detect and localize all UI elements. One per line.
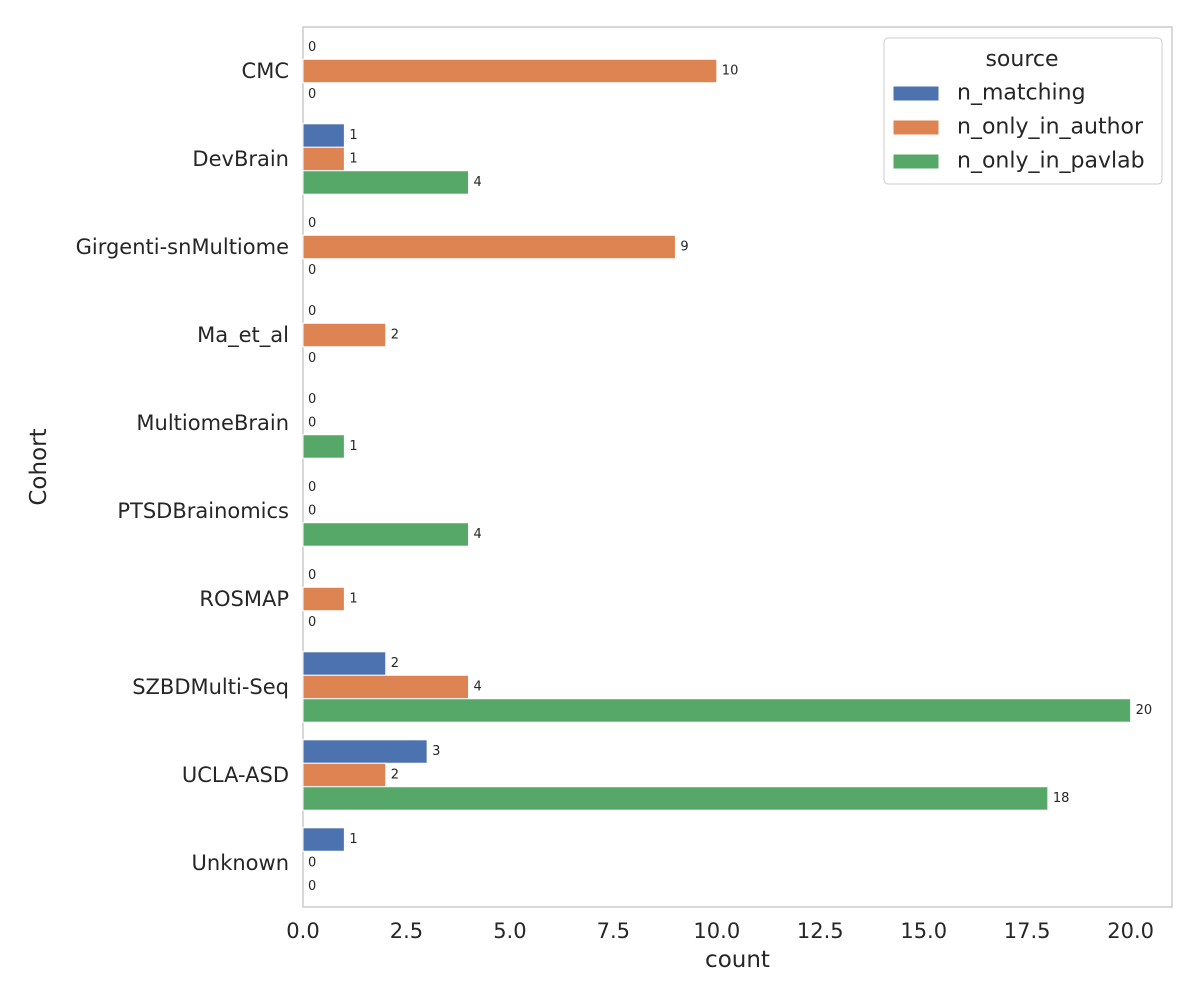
legend-swatch-n-only-in-pavlab: [892, 153, 940, 170]
x-tick-label: 20.0: [1107, 919, 1154, 943]
y-tick-label: Ma_et_al: [197, 323, 289, 348]
x-tick-label: 7.5: [597, 919, 630, 943]
data-label-cmc-n-matching: 0: [308, 40, 316, 55]
data-label-unknown-n-matching: 1: [349, 832, 357, 847]
bar-ma-et-al-n-only-in-author: [302, 322, 387, 348]
legend-label-n-matching: n_matching: [957, 81, 1086, 106]
x-tick-label: 2.5: [390, 919, 423, 943]
data-label-ptsdbrainomics-n-only-in-pavlab: 4: [474, 527, 482, 542]
legend: source n_matching n_only_in_author n_only_…: [883, 37, 1163, 185]
data-label-ma-et-al-n-only-in-pavlab: 0: [308, 351, 316, 366]
data-label-cmc-n-only-in-author: 10: [722, 64, 739, 79]
bar-szbdmulti-seq-n-matching: [302, 651, 387, 676]
y-tick-label: CMC: [242, 59, 289, 83]
y-tick-label: DevBrain: [192, 147, 289, 171]
data-label-multiomebrain-n-only-in-author: 0: [308, 416, 316, 431]
plot-frame: [302, 26, 1173, 908]
bars-group: [302, 58, 1132, 852]
data-label-rosmap-n-matching: 0: [308, 568, 316, 583]
bar-girgenti-snmultiome-n-only-in-author: [302, 234, 676, 260]
x-tick-label: 15.0: [900, 919, 947, 943]
bar-unknown-n-matching: [302, 827, 345, 852]
data-label-ma-et-al-n-only-in-author: 2: [391, 328, 399, 343]
data-label-devbrain-n-only-in-pavlab: 4: [474, 175, 482, 190]
x-axis-title: count: [705, 947, 770, 973]
data-label-ptsdbrainomics-n-matching: 0: [308, 480, 316, 495]
bar-ucla-asd-n-matching: [302, 739, 428, 764]
data-label-multiomebrain-n-only-in-pavlab: 1: [349, 439, 357, 454]
data-label-devbrain-n-matching: 1: [349, 128, 357, 143]
legend-title: source: [985, 47, 1058, 72]
x-tick-labels: 0.0 2.5 5.0 7.5 10.0 12.5 15.0 17.5 20.0: [286, 919, 1154, 943]
data-label-girgenti-snmultiome-n-matching: 0: [308, 216, 316, 231]
y-tick-label: Girgenti-snMultiome: [76, 235, 289, 259]
data-label-ucla-asd-n-only-in-pavlab: 18: [1053, 791, 1070, 806]
data-label-unknown-n-only-in-author: 0: [308, 856, 316, 871]
bar-ptsdbrainomics-n-only-in-pavlab: [302, 522, 470, 547]
bar-devbrain-n-only-in-pavlab: [302, 170, 470, 195]
x-tick-label: 12.5: [797, 919, 844, 943]
y-tick-label: UCLA-ASD: [182, 763, 289, 787]
legend-label-n-only-in-author: n_only_in_author: [957, 115, 1144, 140]
bar-cmc-n-only-in-author: [302, 58, 718, 84]
data-label-multiomebrain-n-matching: 0: [308, 392, 316, 407]
x-tick-label: 10.0: [693, 919, 740, 943]
legend-box: [883, 37, 1163, 185]
y-tick-label: Unknown: [192, 851, 289, 875]
y-tick-label: ROSMAP: [199, 587, 289, 611]
y-axis-title: Cohort: [26, 428, 52, 505]
bar-devbrain-n-only-in-author: [302, 146, 345, 172]
data-label-devbrain-n-only-in-author: 1: [349, 152, 357, 167]
data-label-girgenti-snmultiome-n-only-in-pavlab: 0: [308, 263, 316, 278]
bar-rosmap-n-only-in-author: [302, 586, 345, 612]
data-label-ucla-asd-n-matching: 3: [432, 744, 440, 759]
y-tick-labels: CMC DevBrain Girgenti-snMultiome Ma_et_al Mu…: [76, 59, 289, 875]
y-tick-label: PTSDBrainomics: [117, 499, 289, 523]
data-label-szbdmulti-seq-n-only-in-pavlab: 20: [1136, 703, 1153, 718]
bar-ucla-asd-n-only-in-pavlab: [302, 786, 1049, 811]
data-label-szbdmulti-seq-n-only-in-author: 4: [474, 680, 482, 695]
bar-szbdmulti-seq-n-only-in-pavlab: [302, 698, 1132, 723]
legend-entries: n_matching n_only_in_author n_only_in_pavl…: [892, 81, 1145, 174]
legend-label-n-only-in-pavlab: n_only_in_pavlab: [957, 149, 1145, 174]
x-tick-label: 5.0: [493, 919, 526, 943]
legend-swatch-n-only-in-author: [892, 119, 940, 136]
legend-swatch-n-matching: [892, 85, 940, 102]
data-label-ptsdbrainomics-n-only-in-author: 0: [308, 504, 316, 519]
data-label-girgenti-snmultiome-n-only-in-author: 9: [680, 240, 688, 255]
data-label-rosmap-n-only-in-author: 1: [349, 592, 357, 607]
y-tick-label: MultiomeBrain: [136, 411, 289, 435]
data-label-szbdmulti-seq-n-matching: 2: [391, 656, 399, 671]
bar-devbrain-n-matching: [302, 123, 345, 148]
y-tick-label: SZBDMulti-Seq: [132, 675, 289, 699]
data-label-ma-et-al-n-matching: 0: [308, 304, 316, 319]
data-label-ucla-asd-n-only-in-author: 2: [391, 768, 399, 783]
x-tick-label: 0.0: [286, 919, 319, 943]
x-tick-label: 17.5: [1004, 919, 1051, 943]
bar-ucla-asd-n-only-in-author: [302, 762, 387, 788]
data-label-cmc-n-only-in-pavlab: 0: [308, 87, 316, 102]
bar-szbdmulti-seq-n-only-in-author: [302, 674, 470, 700]
data-label-rosmap-n-only-in-pavlab: 0: [308, 615, 316, 630]
bar-multiomebrain-n-only-in-pavlab: [302, 434, 345, 459]
data-label-unknown-n-only-in-pavlab: 0: [308, 879, 316, 894]
